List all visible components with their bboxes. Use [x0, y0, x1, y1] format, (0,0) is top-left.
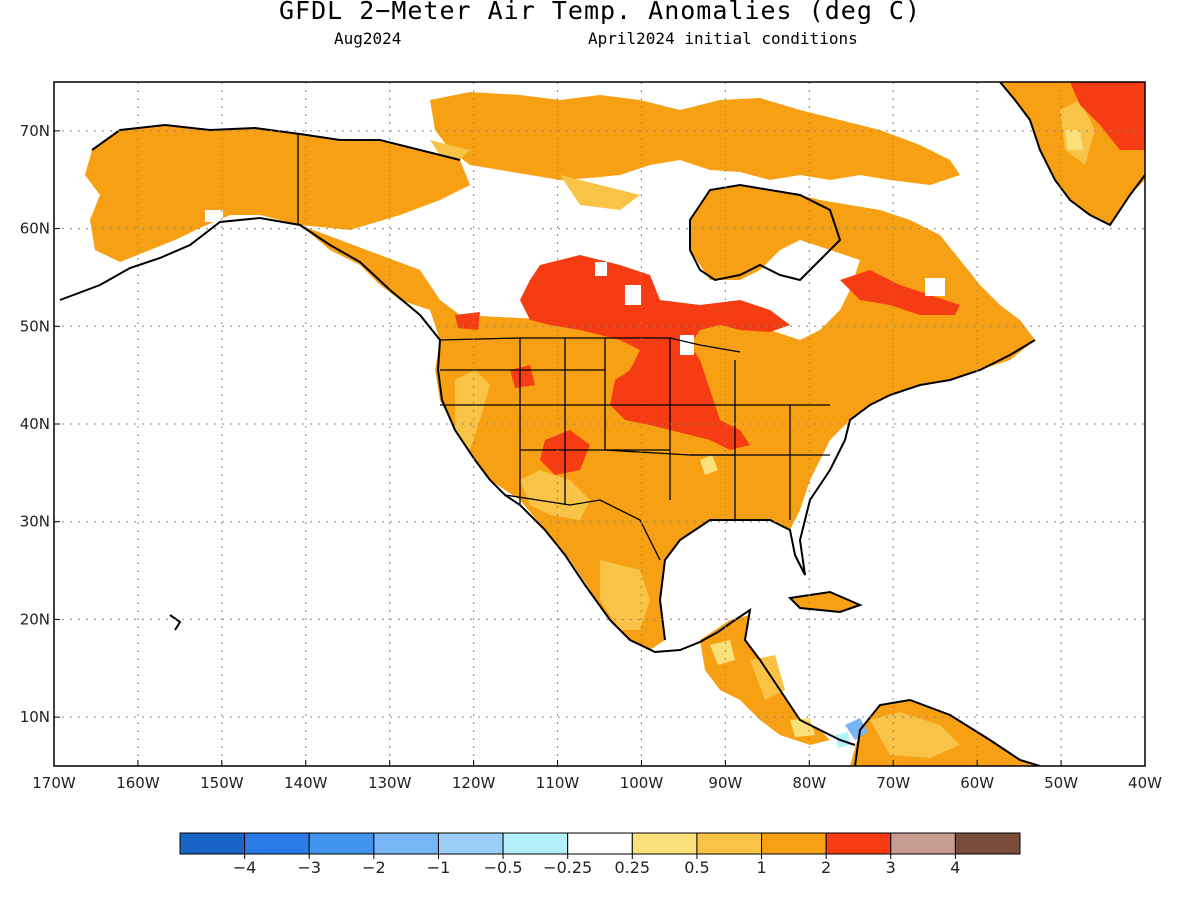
lon-tick-label: 140W — [284, 774, 328, 792]
map-plot-area — [54, 82, 1145, 766]
lat-tick-label: 60N — [20, 220, 50, 238]
colorbar-label: 4 — [950, 858, 960, 877]
colorbar-swatch — [179, 832, 246, 855]
lon-tick-label: 50W — [1044, 774, 1078, 792]
colorbar-swatch — [890, 832, 956, 855]
colorbar-swatch — [437, 832, 504, 855]
colorbar-swatch — [567, 832, 633, 855]
lon-tick-label: 70W — [876, 774, 910, 792]
anomaly-fill-2-to-3 — [455, 82, 1145, 475]
lon-tick-label: 80W — [792, 774, 826, 792]
colorbar-swatch — [954, 832, 1021, 855]
anomaly-fill-0.25-to-0.5 — [700, 130, 1083, 737]
map-subtitle-initial-conditions: April2024 initial conditions — [588, 29, 858, 48]
colorbar-swatch — [825, 832, 892, 855]
colorbar-swatch — [308, 832, 375, 855]
colorbar-label: −0.5 — [484, 858, 523, 877]
lon-tick-label: 60W — [960, 774, 994, 792]
colorbar-label: 0.5 — [684, 858, 709, 877]
lat-tick-label: 30N — [20, 513, 50, 531]
lat-tick-label: 10N — [20, 708, 50, 726]
lon-tick-label: 130W — [368, 774, 412, 792]
anomaly-near-zero — [205, 210, 945, 355]
lon-tick-label: 170W — [32, 774, 76, 792]
lon-tick-label: 120W — [452, 774, 496, 792]
colorbar-label: −3 — [297, 858, 321, 877]
map-subtitle-month: Aug2024 — [334, 29, 402, 48]
colorbar-swatch — [502, 832, 569, 855]
map-title: GFDL 2−Meter Air Temp. Anomalies (deg C) — [278, 0, 922, 25]
colorbar-label: −2 — [362, 858, 386, 877]
colorbar-label: −1 — [427, 858, 451, 877]
colorbar-label: 2 — [821, 858, 831, 877]
lon-tick-label: 40W — [1128, 774, 1162, 792]
colorbar-label: −4 — [233, 858, 257, 877]
lon-tick-label: 90W — [708, 774, 742, 792]
lon-tick-label: 100W — [620, 774, 664, 792]
latitude-axis: 10N 20N 30N 40N 50N 60N 70N — [20, 122, 60, 726]
graticule — [54, 82, 1145, 766]
coastlines — [59, 82, 1145, 766]
lat-tick-label: 20N — [20, 610, 50, 628]
colorbar-swatch — [244, 832, 310, 855]
colorbar-label: 0.25 — [614, 858, 650, 877]
lon-tick-label: 160W — [116, 774, 160, 792]
lon-tick-label: 110W — [536, 774, 580, 792]
colorbar-label: −0.25 — [543, 858, 592, 877]
colorbar-swatch — [373, 832, 439, 855]
colorbar-label: 3 — [886, 858, 896, 877]
colorbar-swatch — [696, 832, 763, 855]
colorbar: −4 −3 −2 −1 −0.5 −0.25 0.25 0.5 1 2 3 4 — [179, 832, 1021, 877]
colorbar-swatch — [631, 832, 698, 855]
lon-tick-label: 150W — [200, 774, 244, 792]
lat-tick-label: 40N — [20, 415, 50, 433]
colorbar-label: 1 — [756, 858, 766, 877]
lat-tick-label: 50N — [20, 317, 50, 335]
colorbar-swatch — [761, 832, 827, 855]
lat-tick-label: 70N — [20, 122, 50, 140]
longitude-axis: 170W 160W 150W 140W 130W 120W 110W 100W 90W 80W 70… — [32, 760, 1162, 792]
